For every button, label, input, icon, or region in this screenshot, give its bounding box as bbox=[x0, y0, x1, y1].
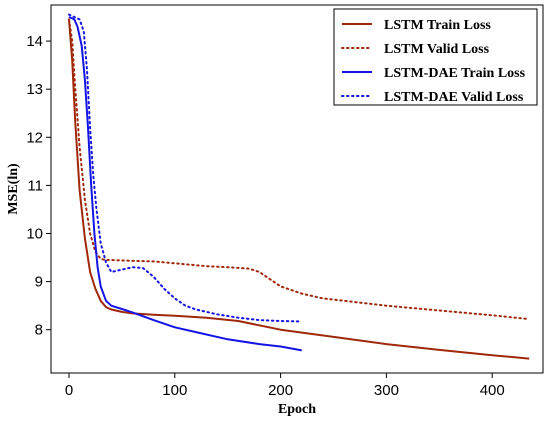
y-axis-title: MSE(ln) bbox=[6, 163, 21, 215]
legend-items: LSTM Train Loss LSTM Valid Loss LSTM-DAE T… bbox=[341, 18, 526, 105]
legend-label-2: LSTM Valid Loss bbox=[384, 42, 490, 57]
x-axis-title: Epoch bbox=[278, 402, 316, 417]
tick-layer: 0 100 200 300 400 8 9 10 11 12 13 14 bbox=[26, 33, 504, 399]
y-tick-label: 10 bbox=[26, 225, 43, 242]
series-line-3 bbox=[68, 16, 302, 352]
x-tick-label: 300 bbox=[374, 382, 399, 399]
plot-frame bbox=[50, 4, 544, 374]
y-tick-label: 8 bbox=[35, 322, 43, 339]
series-layer bbox=[68, 13, 531, 360]
y-tick-label: 9 bbox=[35, 274, 43, 291]
series-line-4 bbox=[68, 13, 303, 323]
y-tick-label: 12 bbox=[26, 129, 43, 146]
series-line-1 bbox=[68, 19, 530, 360]
x-tick-label: 100 bbox=[162, 382, 187, 399]
x-tick-label: 200 bbox=[268, 382, 293, 399]
legend-label-4: LSTM-DAE Valid Loss bbox=[384, 90, 524, 105]
y-tick-label: 11 bbox=[27, 177, 43, 194]
legend: LSTM Train Loss LSTM Valid Loss LSTM-DAE T… bbox=[333, 8, 538, 106]
y-tick-label: 13 bbox=[26, 81, 43, 98]
legend-label-3: LSTM-DAE Train Loss bbox=[384, 66, 526, 81]
x-tick-label: 0 bbox=[65, 382, 73, 399]
series-line-2 bbox=[68, 18, 531, 321]
y-tick-label: 14 bbox=[26, 33, 43, 50]
x-tick-label: 400 bbox=[480, 382, 505, 399]
legend-label-1: LSTM Train Loss bbox=[384, 18, 491, 33]
